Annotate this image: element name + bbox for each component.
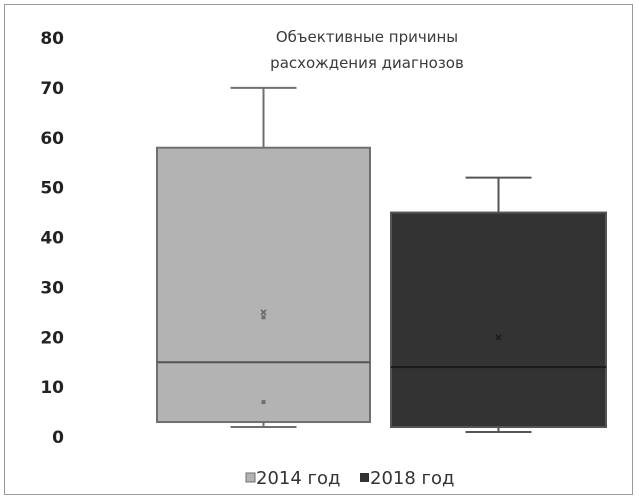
data-point	[261, 315, 266, 320]
y-tick-label: 80	[40, 29, 64, 49]
y-tick-label: 60	[40, 129, 64, 149]
chart-title-line-2: расхождения диагнозов	[270, 54, 464, 72]
y-tick-label: 40	[40, 229, 64, 249]
y-tick-label: 70	[40, 79, 64, 99]
box-2018	[390, 176, 607, 434]
box-2014	[156, 86, 371, 429]
box-body	[390, 211, 607, 429]
chart-title-line-1: Объективные причины	[276, 28, 458, 46]
y-tick-label: 0	[52, 428, 64, 448]
legend-label-2018: 2018 год	[370, 468, 454, 489]
y-axis: 0 10 20 30 40 50 60 70 80	[40, 29, 64, 448]
legend-swatch-2018	[360, 473, 369, 482]
legend-swatch-2014	[245, 472, 256, 483]
y-tick-label: 30	[40, 278, 64, 298]
mean-marker	[495, 334, 502, 341]
legend-label-2014: 2014 год	[256, 468, 340, 489]
y-tick-label: 50	[40, 179, 64, 199]
data-point	[261, 400, 266, 405]
chart-title: Объективные причины расхождения диагнозо…	[270, 28, 464, 72]
y-tick-label: 20	[40, 328, 64, 348]
boxes-group	[156, 86, 607, 434]
y-tick-label: 10	[40, 378, 64, 398]
mean-marker	[260, 309, 267, 316]
box-body	[156, 146, 371, 424]
legend: 2014 год 2018 год	[245, 468, 454, 489]
